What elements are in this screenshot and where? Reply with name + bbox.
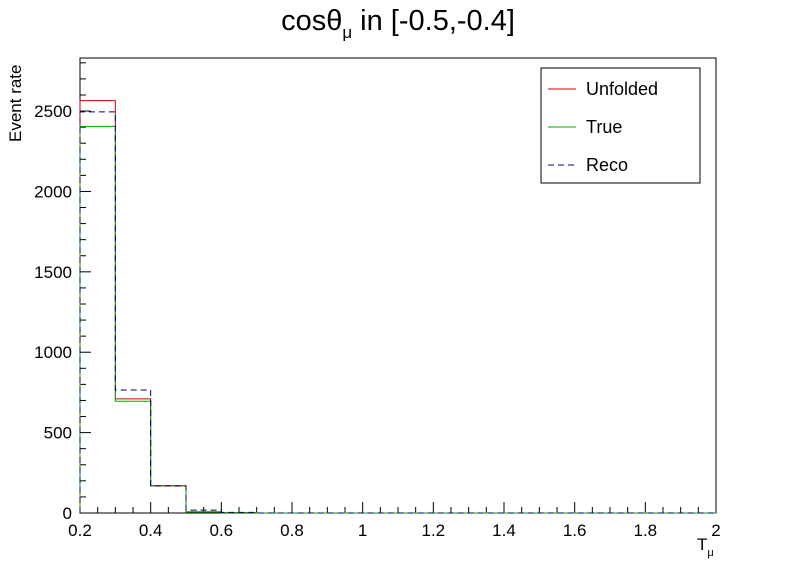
x-tick-label: 2 [711, 521, 720, 540]
series-reco-line [79, 111, 716, 514]
series-true-line [79, 125, 716, 514]
legend-box [540, 67, 701, 184]
x-tick-label: 0.2 [68, 521, 92, 540]
chart-title-subscript: μ [342, 23, 352, 42]
x-axis-label-main: T [697, 535, 707, 554]
x-tick-label: 1.2 [422, 521, 446, 540]
y-tick-label: 2500 [34, 102, 72, 121]
y-axis-label: Event rate [6, 65, 25, 143]
y-axis-ticks: 0 500 1000 1500 2000 2500 [34, 62, 91, 523]
y-tick-label: 1500 [34, 263, 72, 282]
legend: Unfolded True Reco [540, 67, 701, 184]
chart-title-main: cosθ [281, 5, 342, 37]
x-tick-label: 1.8 [634, 521, 658, 540]
x-tick-label: 1 [358, 521, 367, 540]
x-tick-label: 1.6 [563, 521, 587, 540]
x-axis-label-subscript: μ [707, 547, 713, 559]
chart-title: cosθμ in [-0.5,-0.4] [281, 5, 515, 42]
legend-label-unfolded: Unfolded [586, 79, 658, 99]
x-tick-label: 0.8 [280, 521, 304, 540]
legend-label-true: True [586, 117, 622, 137]
series-layer [79, 100, 716, 514]
chart-title-rest: in [-0.5,-0.4] [352, 5, 515, 37]
y-tick-label: 0 [63, 504, 72, 523]
y-tick-label: 2000 [34, 182, 72, 201]
legend-entries: Unfolded True Reco [548, 79, 658, 175]
x-axis-label: Tμ [697, 535, 714, 559]
y-tick-label: 1000 [34, 343, 72, 362]
legend-label-reco: Reco [586, 155, 628, 175]
x-tick-label: 0.6 [210, 521, 234, 540]
y-tick-label: 500 [44, 424, 72, 443]
x-axis-ticks: 0.2 0.4 0.6 0.8 1 1.2 1.4 1.6 1.8 2 [68, 502, 721, 540]
x-tick-label: 1.4 [492, 521, 516, 540]
x-tick-label: 0.4 [139, 521, 163, 540]
